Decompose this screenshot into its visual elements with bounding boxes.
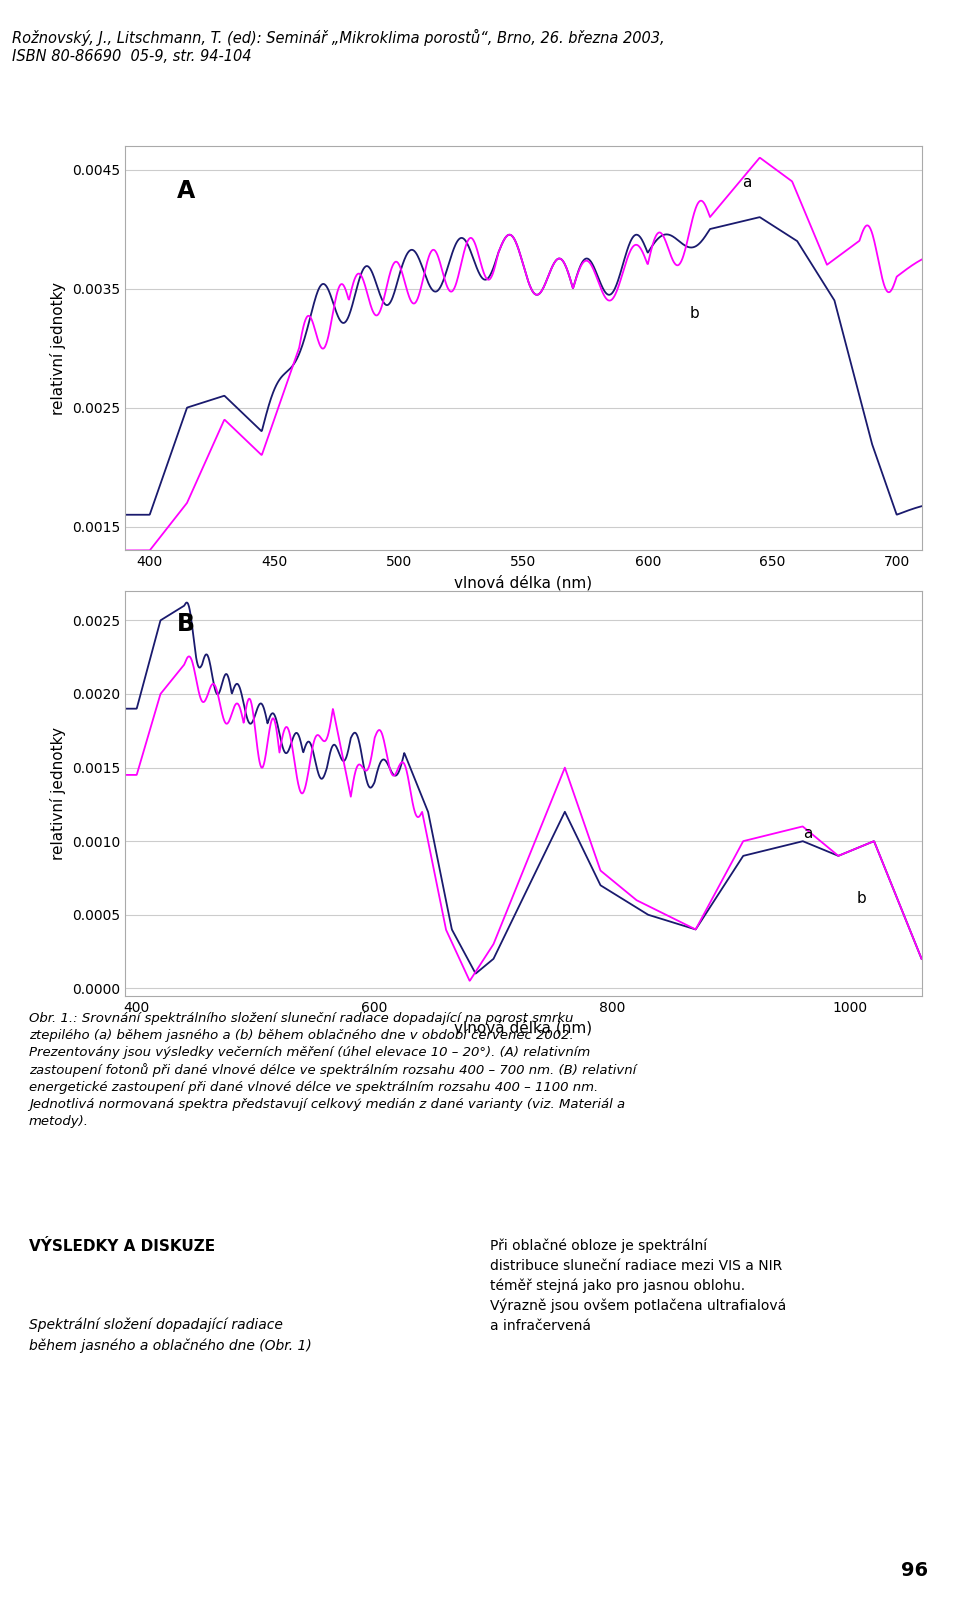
X-axis label: vlnová délka (nm): vlnová délka (nm) [454,575,592,591]
Text: a: a [742,175,752,191]
X-axis label: vlnová délka (nm): vlnová délka (nm) [454,1020,592,1036]
Text: Obr. 1.: Srovnání spektrálního složení sluneční radiace dopadající na porost smr: Obr. 1.: Srovnání spektrálního složení s… [29,1012,636,1128]
Text: a: a [803,826,812,842]
Text: Při oblačné obloze je spektrální
distribuce sluneční radiace mezi VIS a NIR
témě: Při oblačné obloze je spektrální distrib… [490,1239,786,1332]
Text: A: A [177,180,195,204]
Y-axis label: relativní jednotky: relativní jednotky [50,282,66,414]
Text: b: b [856,890,866,907]
Text: B: B [177,612,195,636]
Y-axis label: relativní jednotky: relativní jednotky [50,727,66,860]
Text: Spektrální složení dopadající radiace
během jasného a oblačného dne (Obr. 1): Spektrální složení dopadající radiace bě… [29,1318,312,1352]
Text: Rožnovský, J., Litschmann, T. (ed): Seminář „Mikroklima porostů“, Brno, 26. břez: Rožnovský, J., Litschmann, T. (ed): Semi… [12,29,664,63]
Text: b: b [690,306,700,321]
Text: VÝSLEDKY A DISKUZE: VÝSLEDKY A DISKUZE [29,1239,215,1253]
Text: 96: 96 [901,1561,928,1580]
